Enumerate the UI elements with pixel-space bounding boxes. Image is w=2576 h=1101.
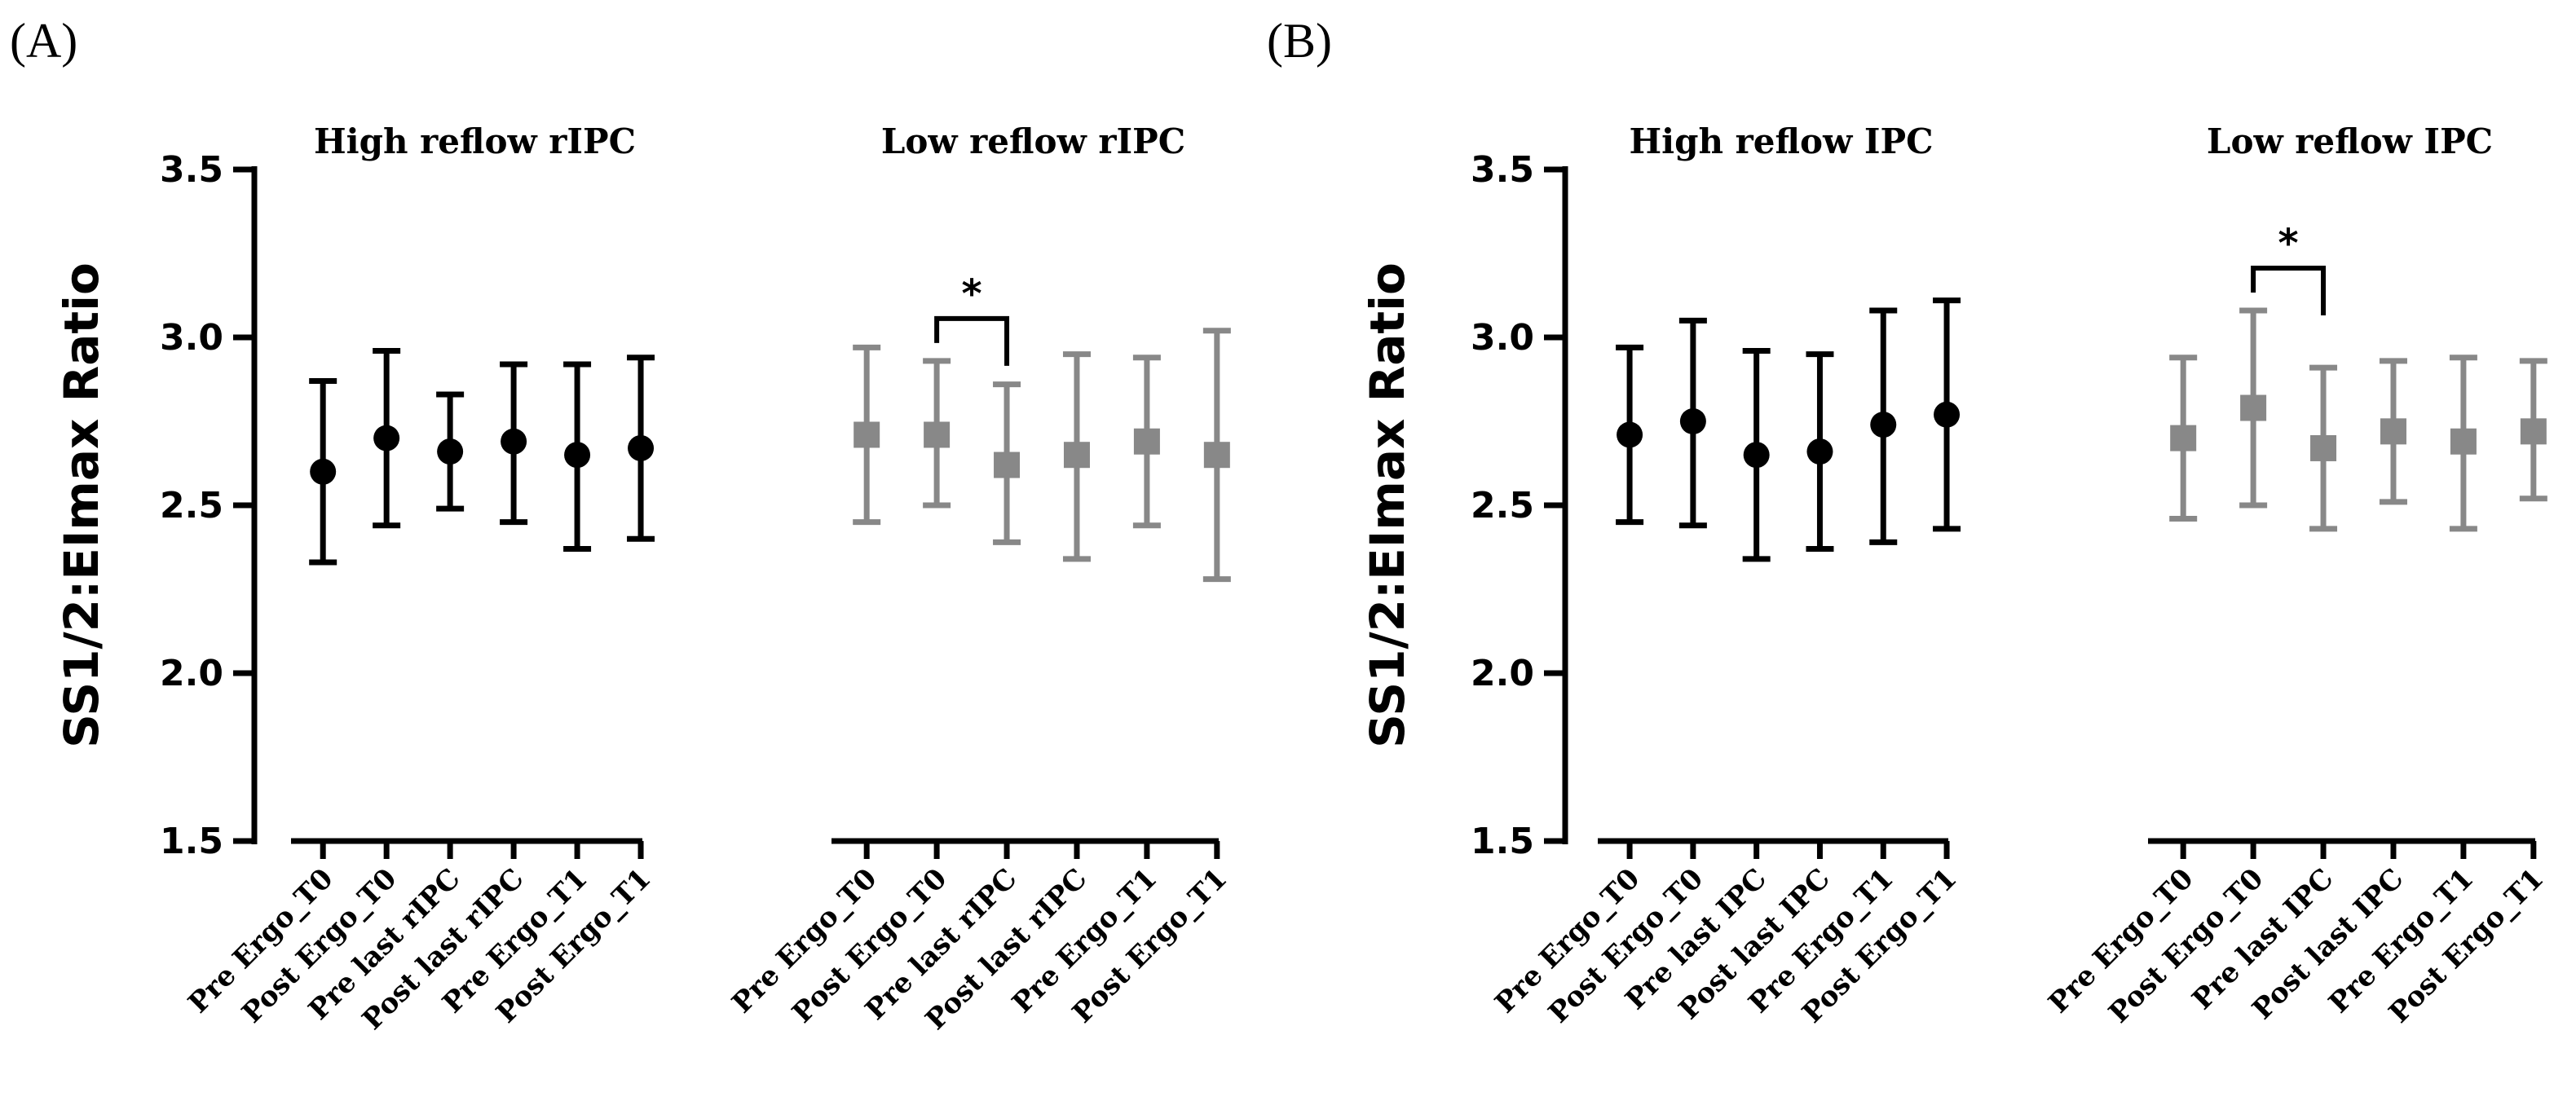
y-tick-label: 1.5: [1471, 821, 1534, 862]
panel-label: (B): [1267, 14, 1332, 68]
group-title: High reflow IPC: [1630, 121, 1934, 161]
mean-point: [310, 458, 337, 485]
y-tick-label: 2.5: [1471, 485, 1534, 526]
y-tick-label: 3.0: [160, 317, 223, 359]
mean-point: [1203, 442, 1230, 469]
group-title: Low reflow IPC: [2207, 121, 2493, 161]
mean-point: [628, 434, 655, 461]
mean-point: [1063, 442, 1090, 469]
y-tick-label: 2.5: [160, 485, 223, 526]
y-tick-label: 3.5: [1471, 149, 1534, 191]
y-tick-label: 3.5: [160, 149, 223, 191]
mean-point: [2310, 434, 2337, 461]
y-tick-label: 2.0: [160, 653, 223, 694]
mean-point: [1133, 428, 1160, 455]
panel-label: (A): [10, 14, 77, 68]
mean-point: [373, 425, 400, 451]
mean-point: [1743, 442, 1770, 469]
mean-point: [924, 421, 951, 448]
significance-bracket: [2251, 266, 2327, 316]
mean-point: [2170, 425, 2197, 451]
mean-point: [994, 451, 1021, 478]
significance-marker: *: [962, 271, 982, 317]
mean-point: [501, 428, 527, 455]
y-axis-title: SS1/2:EImax Ratio: [54, 262, 109, 748]
mean-point: [2450, 428, 2477, 455]
mean-point: [2380, 418, 2406, 445]
y-tick-label: 1.5: [160, 821, 223, 862]
mean-point: [1679, 408, 1706, 434]
mean-point: [2520, 418, 2547, 445]
mean-point: [437, 438, 464, 465]
mean-point: [2240, 394, 2267, 421]
significance-marker: *: [2278, 221, 2299, 266]
group-title: High reflow rIPC: [314, 121, 636, 161]
mean-point: [1934, 401, 1961, 428]
mean-point: [1617, 421, 1643, 448]
mean-point: [1870, 412, 1897, 438]
y-axis-title: SS1/2:EImax Ratio: [1360, 262, 1415, 748]
mean-point: [1806, 438, 1833, 465]
mean-point: [564, 442, 591, 469]
y-tick-label: 2.0: [1471, 653, 1534, 694]
y-tick-label: 3.0: [1471, 317, 1534, 359]
significance-bracket: [934, 315, 1010, 366]
mean-point: [854, 421, 880, 448]
group-title: Low reflow rIPC: [881, 121, 1185, 161]
